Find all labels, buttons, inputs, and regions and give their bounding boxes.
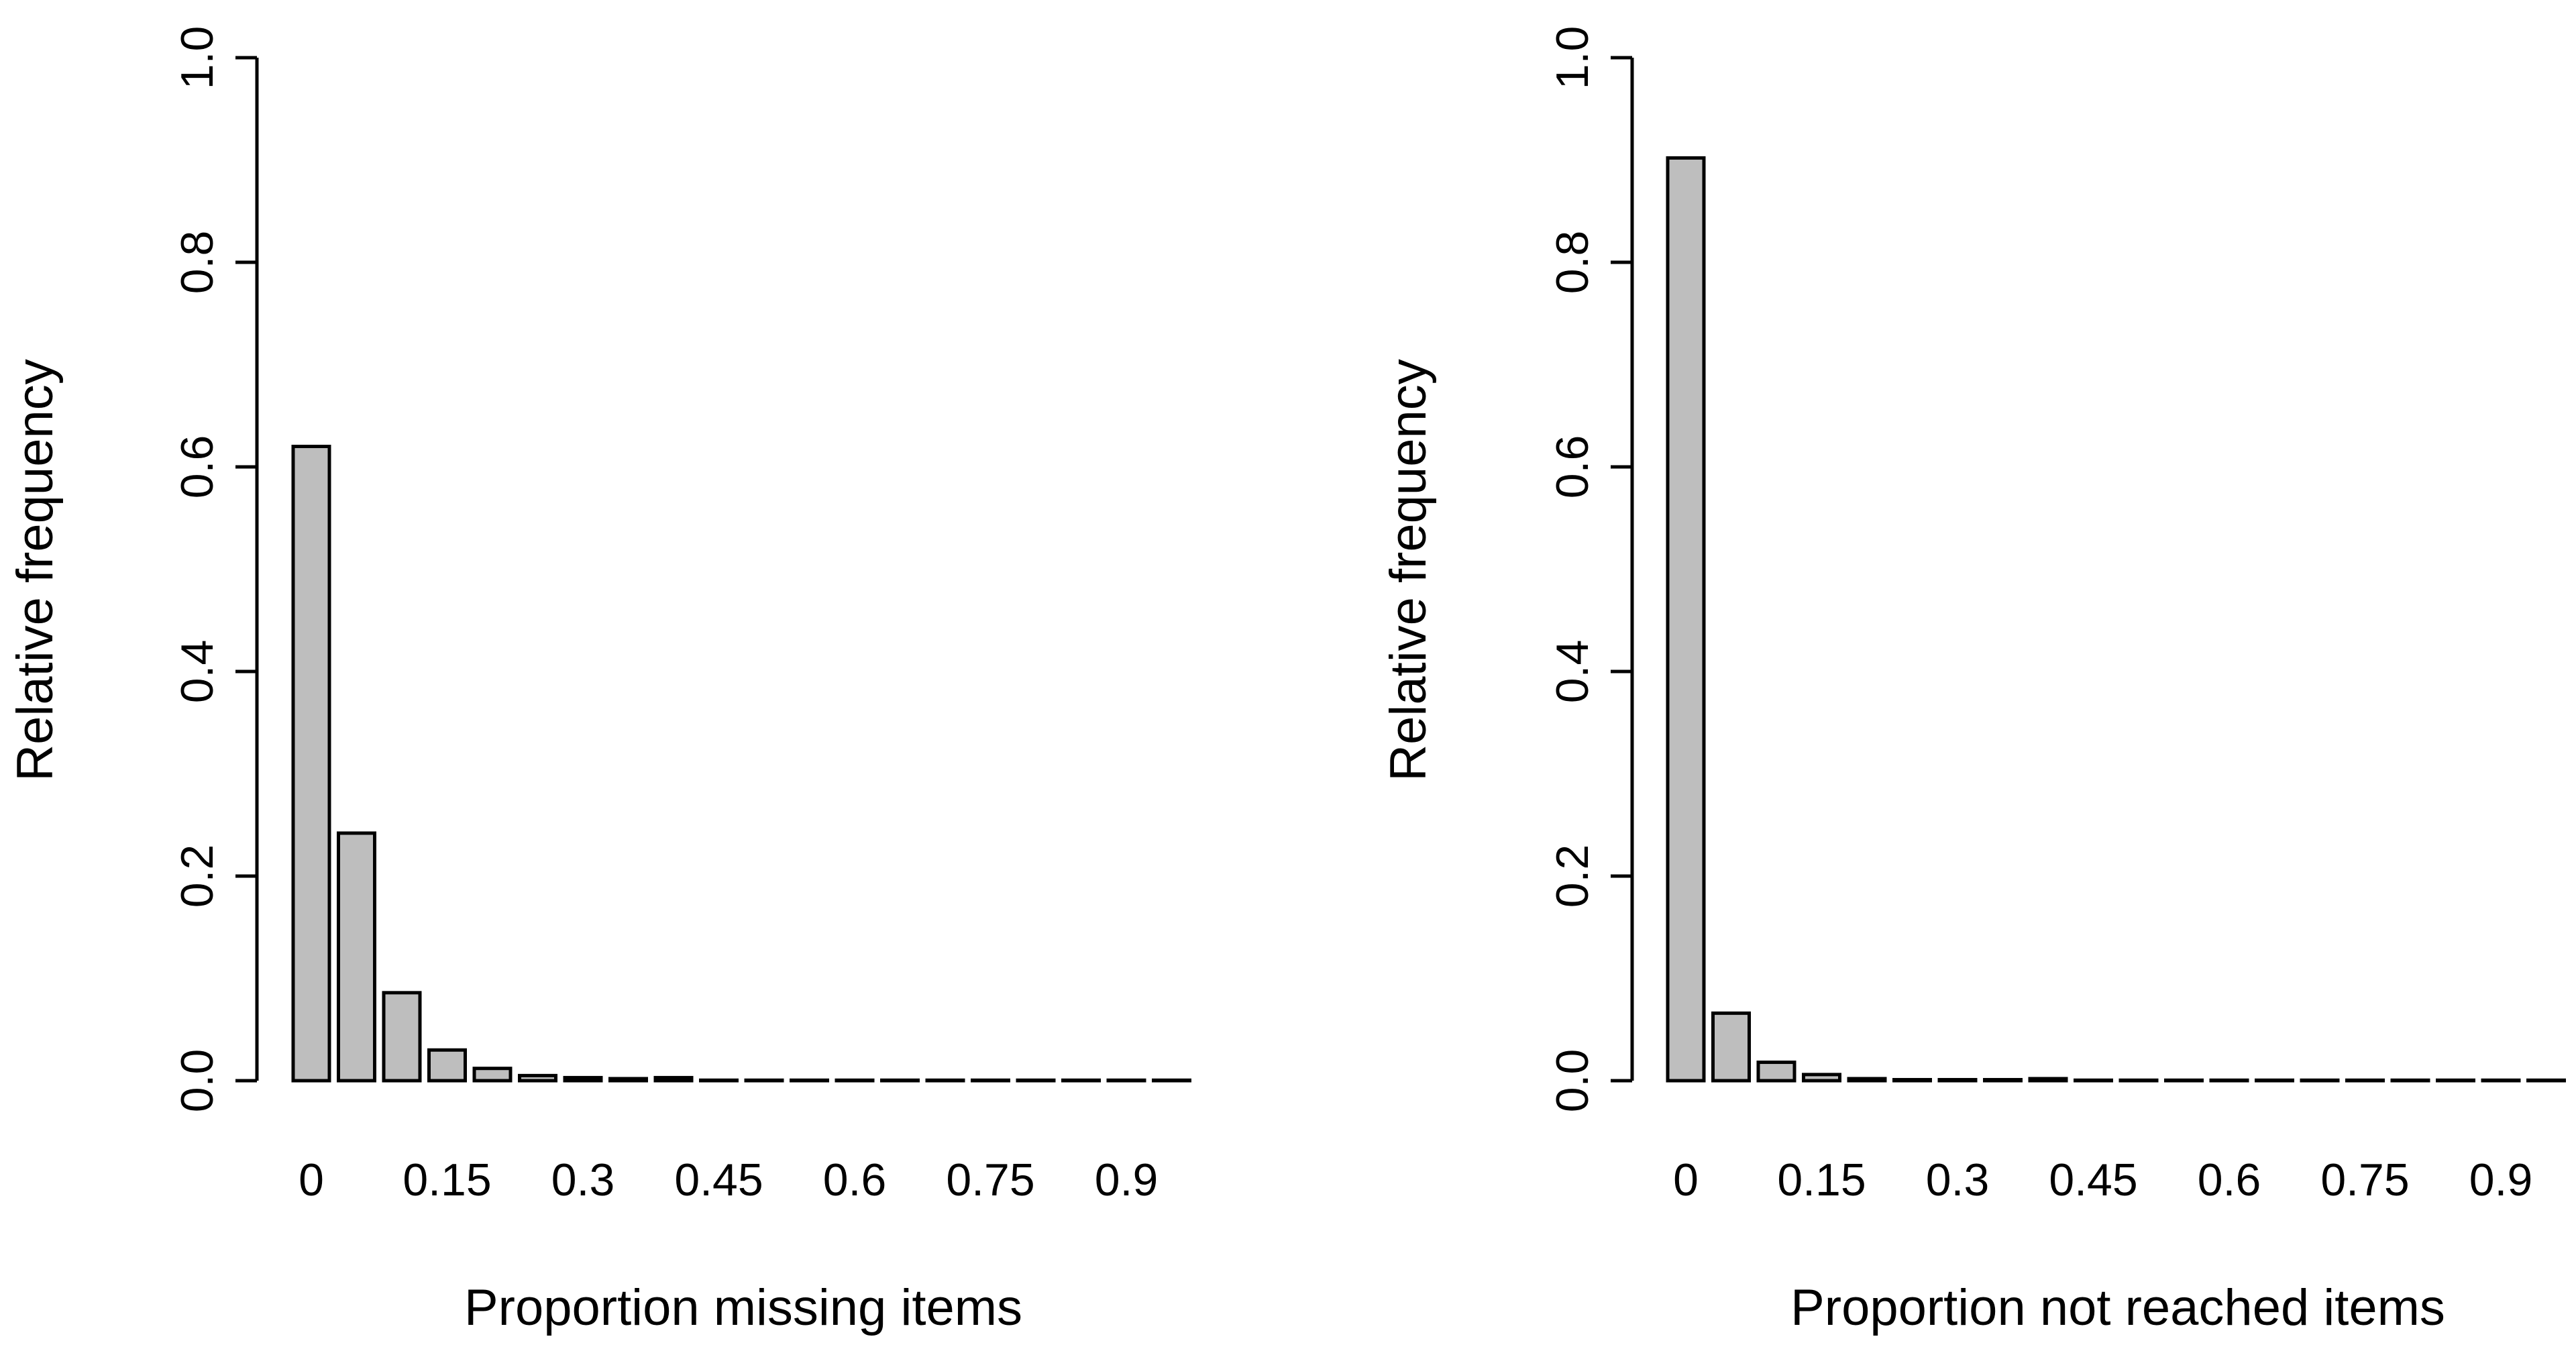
bar-0.45: [2074, 1078, 2113, 1083]
bar-0.85: [2436, 1078, 2475, 1083]
y-tick-label: 1.0: [1547, 26, 1598, 90]
bar-0.8: [2390, 1078, 2430, 1083]
y-tick-label: 0.8: [172, 231, 223, 294]
x-tick-label: 0.45: [674, 1154, 763, 1205]
x-tick-label: 0.6: [2198, 1154, 2261, 1205]
bar-0.15: [427, 1048, 467, 1083]
y-tick-label: 0.0: [1547, 1049, 1598, 1113]
y-tick-label: 0.4: [1547, 640, 1598, 704]
bar-0.3: [1937, 1077, 1978, 1083]
x-tick-label: 0.75: [946, 1154, 1034, 1205]
bar-0.05: [337, 831, 376, 1083]
y-tick-label: 1.0: [172, 26, 223, 90]
x-tick-label: 0.45: [2049, 1154, 2137, 1205]
bar-0.15: [1802, 1073, 1841, 1083]
bar-0.55: [790, 1078, 829, 1083]
x-tick-label: 0.3: [1926, 1154, 1990, 1205]
bar-0.6: [835, 1078, 875, 1083]
x-tick-label: 0.15: [1777, 1154, 1866, 1205]
bar-0.45: [699, 1078, 739, 1083]
bar-0.95: [2526, 1078, 2566, 1083]
x-axis-title: Proportion not reached items: [1790, 1279, 2445, 1336]
x-tick-label: 0.9: [2469, 1154, 2533, 1205]
bar-0.05: [1711, 1011, 1751, 1083]
bar-0.65: [880, 1078, 920, 1083]
bar-0.7: [2300, 1078, 2340, 1083]
y-tick-label: 0.4: [172, 640, 223, 704]
bar-0.4: [653, 1075, 694, 1083]
bar-0.3: [563, 1075, 603, 1083]
bar-0.2: [1847, 1077, 1887, 1083]
x-tick-label: 0: [1673, 1154, 1699, 1205]
bar-0.25: [518, 1073, 557, 1083]
bar-0.8: [1016, 1078, 1056, 1083]
bar-0: [1666, 156, 1706, 1083]
bar-0.55: [2164, 1078, 2204, 1083]
x-tick-label: 0.3: [551, 1154, 615, 1205]
x-axis-title: Proportion missing items: [464, 1279, 1022, 1336]
panel-not-reached-items: Proportion not reached items Relative fr…: [1380, 26, 2566, 1336]
bar-0.35: [1983, 1077, 2023, 1083]
x-tick-label: 0.9: [1095, 1154, 1159, 1205]
x-tick-label: 0.6: [823, 1154, 887, 1205]
y-tick-label: 0.6: [172, 435, 223, 499]
bar-0.25: [1892, 1077, 1932, 1083]
y-tick-label: 0.6: [1547, 435, 1598, 499]
bar-0.85: [1061, 1078, 1101, 1083]
bar-0.2: [472, 1067, 513, 1083]
bar-0.6: [2209, 1078, 2249, 1083]
x-tick-label: 0.75: [2320, 1154, 2409, 1205]
y-axis-title: Relative frequency: [7, 359, 64, 781]
y-axis-title: Relative frequency: [1380, 359, 1437, 781]
bar-0.4: [2028, 1077, 2068, 1083]
bar-0.1: [1756, 1061, 1796, 1083]
bar-0.75: [2345, 1078, 2385, 1083]
x-tick-label: 0.15: [402, 1154, 491, 1205]
bar-0: [291, 445, 331, 1083]
bar-0.65: [2255, 1078, 2294, 1083]
y-tick-label: 0.0: [172, 1049, 223, 1113]
bar-0.9: [2481, 1078, 2521, 1083]
bar-0.35: [608, 1077, 648, 1083]
y-tick-label: 0.2: [172, 845, 223, 908]
y-tick-label: 0.8: [1547, 231, 1598, 294]
bar-0.75: [971, 1078, 1010, 1083]
bar-0.7: [925, 1078, 965, 1083]
bar-0.95: [1152, 1078, 1191, 1083]
bar-0.5: [2118, 1078, 2159, 1083]
panel-missing-items: Proportion missing items Relative freque…: [7, 26, 1191, 1336]
bar-0.5: [744, 1078, 784, 1083]
bar-0.9: [1106, 1078, 1146, 1083]
y-tick-label: 0.2: [1547, 845, 1598, 908]
x-tick-label: 0: [299, 1154, 324, 1205]
bar-0.1: [382, 991, 422, 1083]
